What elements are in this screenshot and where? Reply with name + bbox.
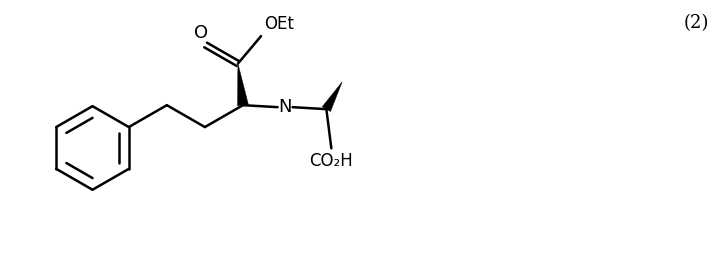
Polygon shape [322,82,342,111]
Polygon shape [238,64,249,106]
Text: CO₂H: CO₂H [310,152,353,170]
Text: O: O [194,24,207,42]
Text: (2): (2) [684,14,709,32]
Text: OEt: OEt [264,15,294,33]
Text: N: N [278,98,291,116]
